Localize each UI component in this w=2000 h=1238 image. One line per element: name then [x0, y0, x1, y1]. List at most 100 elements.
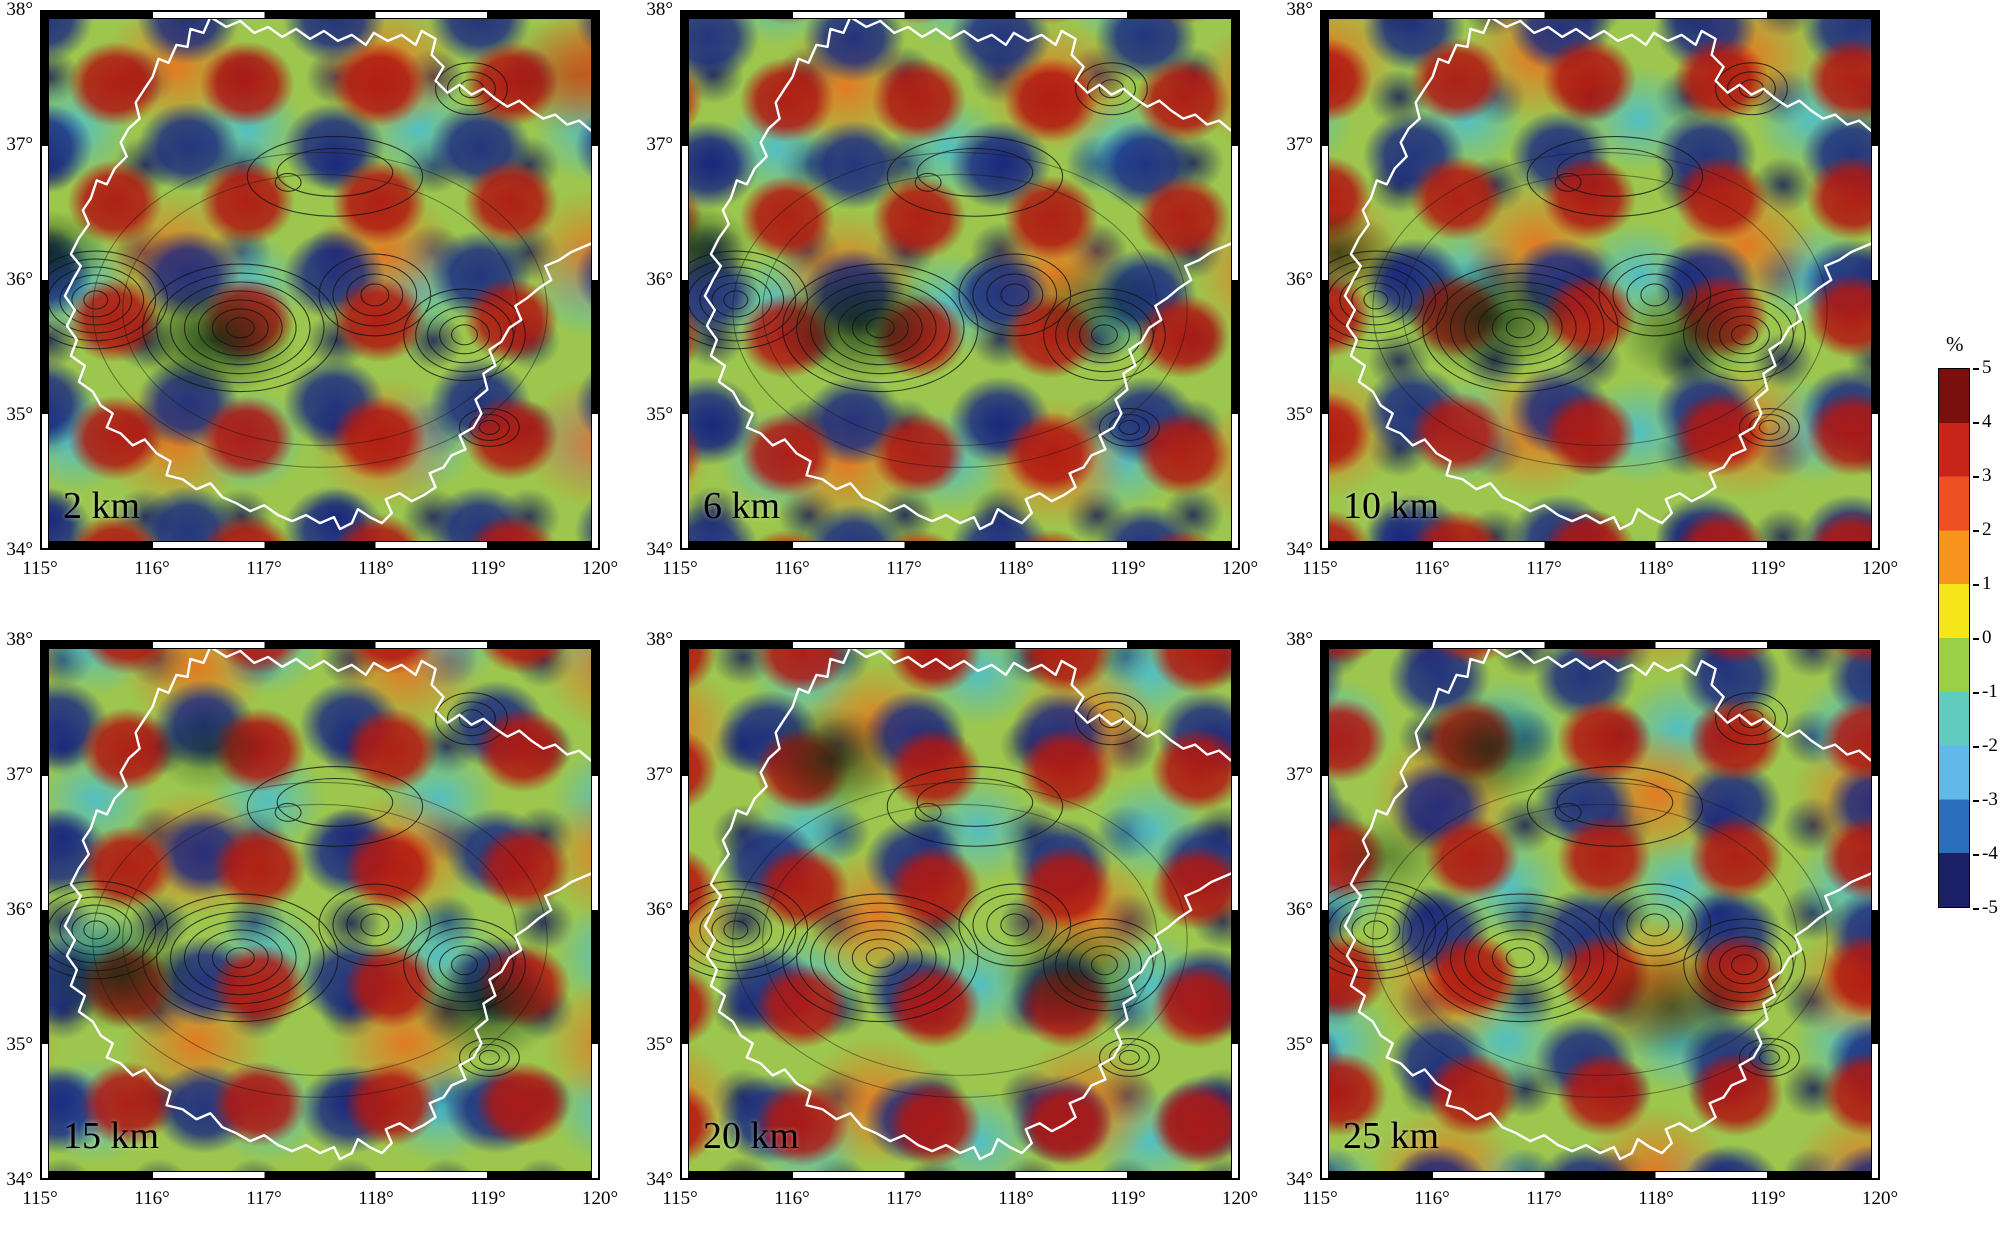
y-axis-ticks: 38° 37° 36° 35° 34°	[0, 629, 36, 1190]
map-contours-boundary-overlay	[1321, 15, 1879, 531]
x-tick: 116°	[1414, 1188, 1450, 1209]
map-depth-2km: 2 km	[40, 10, 600, 550]
y-tick: 37°	[1286, 764, 1313, 785]
colorbar-tick: -2	[1973, 735, 1998, 756]
x-tick: 116°	[134, 558, 170, 579]
x-tick: 119°	[1750, 1188, 1786, 1209]
x-tick: 118°	[1638, 1188, 1674, 1209]
y-tick: 38°	[6, 629, 33, 650]
x-tick: 117°	[886, 558, 922, 579]
colorbar-tick: -5	[1973, 897, 1998, 918]
x-axis-ticks: 115° 116° 117° 118° 119° 120°	[22, 556, 618, 584]
map-frame-top	[41, 641, 599, 649]
x-tick: 115°	[662, 1188, 698, 1209]
x-tick: 120°	[581, 558, 619, 579]
x-tick: 118°	[998, 558, 1034, 579]
map-frame-right	[591, 11, 599, 549]
y-tick: 34°	[1286, 539, 1313, 560]
y-tick: 35°	[1286, 404, 1313, 425]
x-tick: 119°	[470, 1188, 506, 1209]
map-frame-right	[1871, 641, 1879, 1179]
map-contours-boundary-overlay	[681, 645, 1239, 1161]
x-tick: 120°	[1221, 558, 1259, 579]
x-axis-ticks: 115° 116° 117° 118° 119° 120°	[1302, 556, 1898, 584]
y-tick: 38°	[646, 0, 673, 20]
y-tick: 37°	[6, 764, 33, 785]
map-frame-left	[1321, 11, 1329, 549]
map-frame-bottom	[1321, 1171, 1879, 1179]
y-tick: 36°	[6, 269, 33, 290]
y-tick: 38°	[646, 629, 673, 650]
map-frame-bottom	[41, 541, 599, 549]
map-contours-boundary-overlay	[41, 15, 599, 531]
y-tick: 36°	[1286, 899, 1313, 920]
x-axis-ticks: 115° 116° 117° 118° 119° 120°	[22, 1186, 618, 1214]
y-tick: 35°	[646, 404, 673, 425]
panel-depth-6km: 6 km 38° 37° 36° 35° 34° 115° 116° 117° …	[646, 0, 1258, 595]
y-tick: 34°	[6, 539, 33, 560]
map-frame-left	[41, 641, 49, 1179]
x-axis-ticks: 115° 116° 117° 118° 119° 120°	[662, 1186, 1258, 1214]
map-contours-boundary-overlay	[681, 15, 1239, 531]
colorbar-tick: -3	[1973, 789, 1998, 810]
map-frame-right	[591, 641, 599, 1179]
y-tick: 34°	[646, 1169, 673, 1190]
x-tick: 116°	[774, 558, 810, 579]
y-tick: 36°	[6, 899, 33, 920]
map-depth-20km: 20 km	[680, 640, 1240, 1180]
y-tick: 35°	[1286, 1034, 1313, 1055]
y-axis-ticks: 38° 37° 36° 35° 34°	[0, 0, 36, 560]
panel-depth-2km: 2 km 38° 37° 36° 35° 34° 115° 116° 117° …	[6, 0, 618, 595]
y-tick: 37°	[1286, 134, 1313, 155]
x-tick: 119°	[1750, 558, 1786, 579]
x-tick: 119°	[470, 558, 506, 579]
map-frame-bottom	[681, 541, 1239, 549]
map-frame-bottom	[681, 1171, 1239, 1179]
x-tick: 115°	[1302, 1188, 1338, 1209]
x-tick: 115°	[22, 1188, 58, 1209]
x-axis-ticks: 115° 116° 117° 118° 119° 120°	[1302, 1186, 1898, 1214]
x-tick: 120°	[1861, 558, 1899, 579]
x-tick: 115°	[662, 558, 698, 579]
x-tick: 119°	[1110, 558, 1146, 579]
panel-depth-15km: 15 km 38° 37° 36° 35° 34° 115° 116° 117°…	[6, 629, 618, 1225]
colorbar-tick: 4	[1973, 411, 1992, 432]
x-tick: 117°	[246, 1188, 282, 1209]
x-axis-ticks: 115° 116° 117° 118° 119° 120°	[662, 556, 1258, 584]
depth-label: 6 km	[703, 485, 781, 527]
colorbar-title: %	[1946, 332, 1964, 356]
colorbar-tick: 2	[1973, 519, 1992, 540]
y-axis-ticks: 38° 37° 36° 35° 34°	[1274, 629, 1316, 1190]
y-tick: 34°	[1286, 1169, 1313, 1190]
panel-depth-10km: 10 km 38° 37° 36° 35° 34° 115° 116° 117°…	[1286, 0, 1898, 595]
colorbar-tick: 3	[1973, 465, 1992, 486]
x-tick: 118°	[998, 1188, 1034, 1209]
map-frame-top	[41, 11, 599, 19]
panel-depth-20km: 20 km 38° 37° 36° 35° 34° 115° 116° 117°…	[646, 629, 1258, 1225]
colorbar-gradient	[1938, 368, 1970, 908]
y-tick: 37°	[6, 134, 33, 155]
colorbar-tick: -4	[1973, 843, 1998, 864]
map-frame-left	[41, 11, 49, 549]
y-tick: 36°	[646, 269, 673, 290]
map-contours-boundary-overlay	[1321, 645, 1879, 1161]
depth-label: 10 km	[1343, 485, 1440, 527]
x-tick: 118°	[358, 1188, 394, 1209]
x-tick: 118°	[358, 558, 394, 579]
depth-label: 15 km	[63, 1115, 160, 1157]
map-depth-10km: 10 km	[1320, 10, 1880, 550]
depth-label: 20 km	[703, 1115, 800, 1157]
y-tick: 36°	[646, 899, 673, 920]
x-tick: 119°	[1110, 1188, 1146, 1209]
map-frame-top	[681, 11, 1239, 19]
y-axis-ticks: 38° 37° 36° 35° 34°	[634, 0, 676, 560]
x-tick: 117°	[246, 558, 282, 579]
x-tick: 117°	[1526, 1188, 1562, 1209]
x-tick: 120°	[581, 1188, 619, 1209]
map-depth-15km: 15 km	[40, 640, 600, 1180]
map-frame-left	[681, 641, 689, 1179]
x-tick: 120°	[1861, 1188, 1899, 1209]
colorbar-tick: 5	[1973, 357, 1992, 378]
y-tick: 34°	[646, 539, 673, 560]
y-tick: 38°	[1286, 629, 1313, 650]
